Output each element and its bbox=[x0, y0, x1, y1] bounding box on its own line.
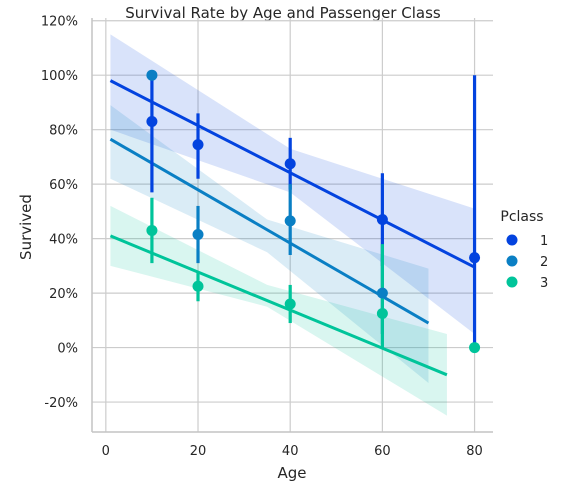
y-axis-ticks: -20% 0% 20% 40% 60% 80% 100% 120% bbox=[41, 15, 78, 411]
legend-label-2: 2 bbox=[540, 255, 548, 270]
data-point-1 bbox=[376, 214, 388, 226]
data-point-1 bbox=[192, 139, 204, 151]
x-axis-ticks: 0 20 40 60 80 bbox=[102, 444, 483, 459]
y-tick-label: 40% bbox=[49, 233, 78, 248]
x-axis-title: Age bbox=[277, 464, 306, 482]
y-tick-label: 80% bbox=[49, 124, 78, 139]
y-tick-label: 0% bbox=[57, 342, 78, 357]
regression-line-2 bbox=[109, 137, 430, 325]
x-tick-label: 60 bbox=[374, 444, 391, 459]
data-point-1 bbox=[146, 116, 158, 127]
data-point-3 bbox=[284, 298, 296, 310]
legend-marker-2 bbox=[506, 255, 518, 267]
legend-label-3: 3 bbox=[540, 276, 548, 291]
y-axis-title: Survived bbox=[17, 194, 35, 260]
data-points bbox=[146, 69, 481, 354]
legend-title: Pclass bbox=[500, 209, 543, 225]
y-tick-label: 100% bbox=[41, 69, 78, 84]
y-tick-label: 20% bbox=[49, 287, 78, 302]
axes-spines bbox=[91, 18, 493, 433]
data-point-3 bbox=[469, 342, 481, 354]
confidence-band-3 bbox=[110, 205, 447, 416]
legend-marker-1 bbox=[506, 234, 518, 246]
data-point-3 bbox=[146, 224, 158, 236]
data-point-2 bbox=[146, 69, 158, 81]
x-tick-label: 20 bbox=[190, 444, 207, 459]
data-point-2 bbox=[284, 215, 296, 227]
x-tick-label: 40 bbox=[282, 444, 299, 459]
data-point-3 bbox=[376, 308, 388, 320]
y-tick-label: -20% bbox=[44, 396, 78, 411]
chart-title: Survival Rate by Age and Passenger Class bbox=[125, 4, 441, 22]
data-point-2 bbox=[192, 229, 204, 241]
legend-label-1: 1 bbox=[540, 234, 548, 249]
legend-marker-3 bbox=[506, 276, 518, 288]
y-tick-label: 120% bbox=[41, 15, 78, 30]
confidence-band-2 bbox=[110, 105, 429, 383]
legend: Pclass 1 2 3 bbox=[500, 209, 548, 291]
data-point-1 bbox=[469, 252, 481, 264]
y-tick-label: 60% bbox=[49, 178, 78, 193]
data-point-1 bbox=[284, 158, 296, 170]
data-point-2 bbox=[376, 287, 388, 299]
regression-line-3 bbox=[109, 234, 448, 377]
x-tick-label: 80 bbox=[466, 444, 483, 459]
regression-lines bbox=[109, 79, 476, 377]
data-point-3 bbox=[192, 280, 204, 292]
regression-line-1 bbox=[109, 79, 476, 269]
x-tick-label: 0 bbox=[102, 444, 110, 459]
